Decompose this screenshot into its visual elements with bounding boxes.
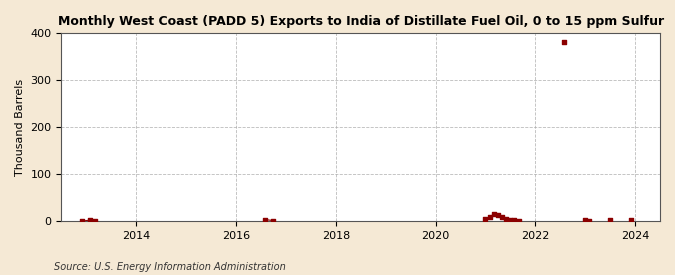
Point bbox=[509, 218, 520, 222]
Point bbox=[580, 218, 591, 222]
Point bbox=[501, 216, 512, 221]
Title: Monthly West Coast (PADD 5) Exports to India of Distillate Fuel Oil, 0 to 15 ppm: Monthly West Coast (PADD 5) Exports to I… bbox=[57, 15, 664, 28]
Point bbox=[605, 218, 616, 222]
Point bbox=[480, 216, 491, 221]
Point bbox=[559, 40, 570, 45]
Point bbox=[260, 218, 271, 222]
Point bbox=[513, 218, 524, 223]
Text: Source: U.S. Energy Information Administration: Source: U.S. Energy Information Administ… bbox=[54, 262, 286, 272]
Point bbox=[268, 218, 279, 223]
Point bbox=[584, 218, 595, 223]
Point bbox=[505, 218, 516, 222]
Point bbox=[626, 218, 637, 222]
Point bbox=[493, 213, 504, 218]
Point bbox=[89, 218, 100, 223]
Point bbox=[497, 215, 508, 219]
Point bbox=[85, 218, 96, 222]
Point bbox=[484, 215, 495, 219]
Point bbox=[488, 212, 499, 216]
Y-axis label: Thousand Barrels: Thousand Barrels bbox=[15, 79, 25, 176]
Point bbox=[77, 219, 88, 223]
